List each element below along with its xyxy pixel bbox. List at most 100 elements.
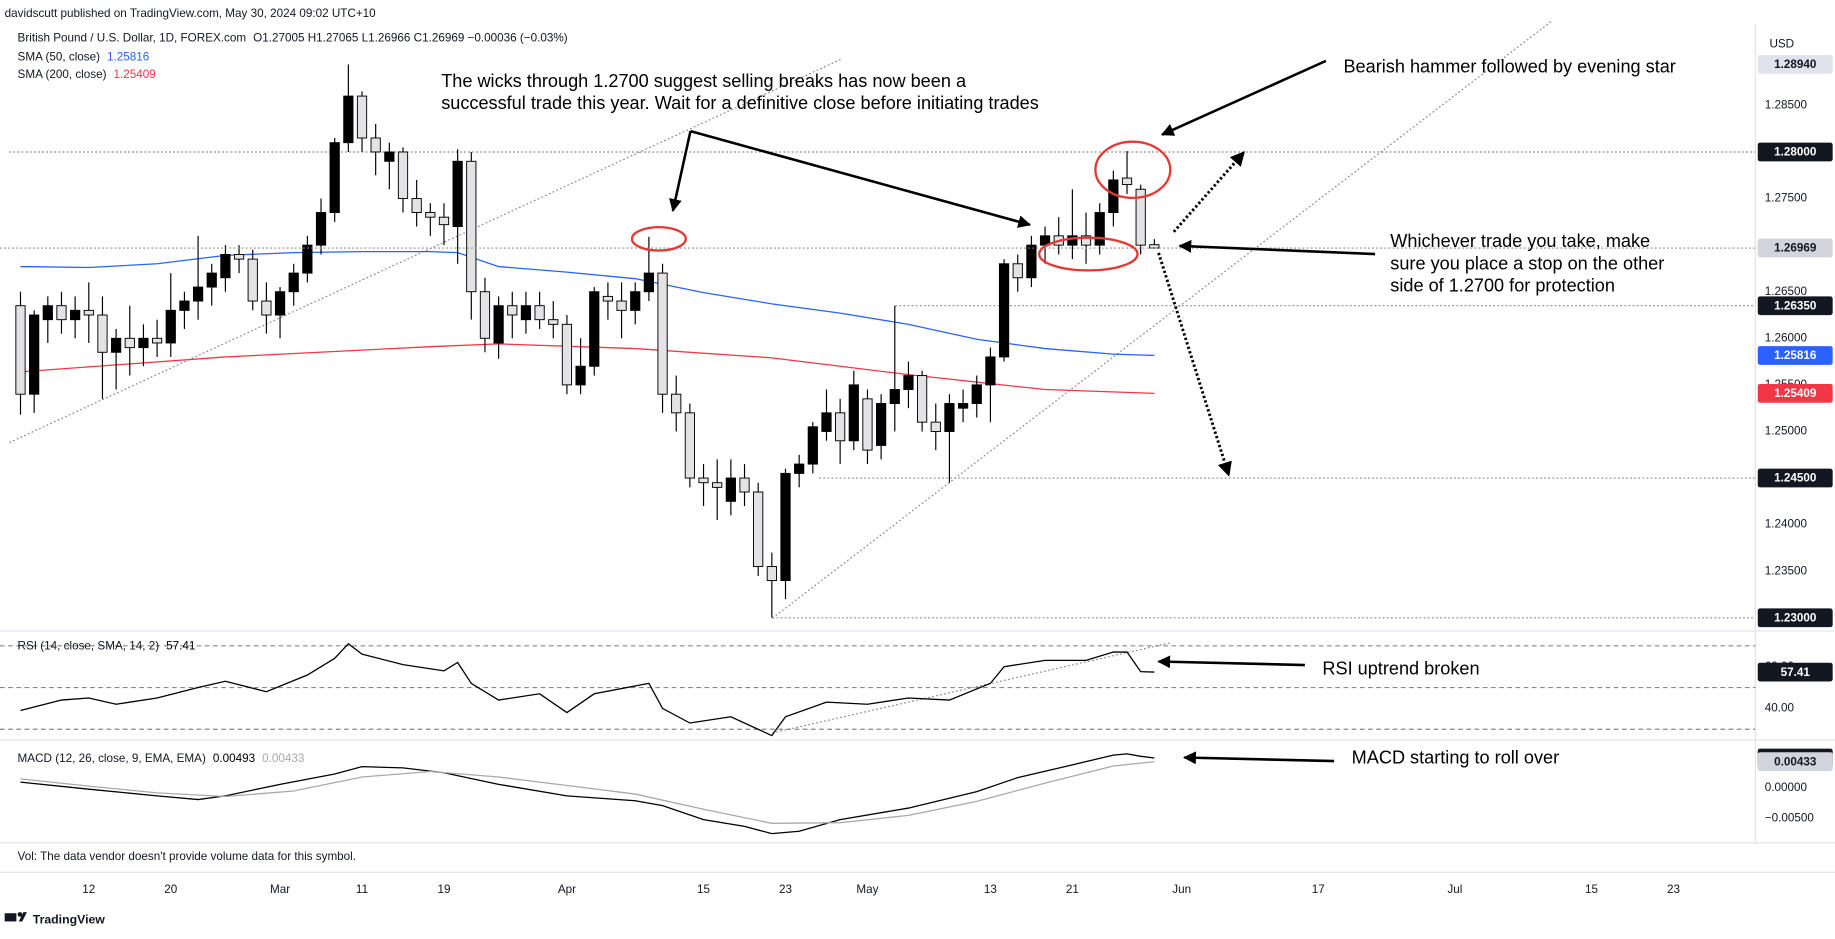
annotation: The wicks through 1.2700 suggest selling… [441, 71, 967, 91]
candle-body [575, 365, 586, 386]
high-label-box [1757, 55, 1833, 74]
candle-body [179, 300, 190, 311]
candle-body [302, 244, 313, 274]
logo-shape [17, 912, 23, 917]
candle-body [971, 384, 982, 404]
y-tick-label: 1.27500 [1765, 192, 1808, 205]
y-tick-label: 1.25000 [1765, 425, 1808, 438]
candle-body [274, 291, 286, 316]
indicator-value-label-box [1757, 752, 1833, 771]
x-tick-label: 15 [1585, 883, 1598, 896]
candle-body [766, 566, 777, 581]
candle-body [916, 375, 928, 423]
indicator-line [20, 760, 1155, 824]
candle-body [247, 258, 258, 302]
rsi-trend-line [772, 642, 1171, 734]
level-label-box [1757, 468, 1833, 488]
sma-value-label-box [1757, 346, 1833, 365]
candle-body [616, 300, 627, 311]
candle-body [438, 216, 450, 226]
indicator-line [20, 753, 1155, 835]
level-label-box [1757, 142, 1833, 162]
y-tick-label: 0.00000 [1765, 781, 1808, 794]
annotation: MACD starting to roll over [1352, 747, 1559, 767]
indicator-value: 0.00433 [262, 752, 304, 765]
candle-body [192, 286, 204, 302]
candle-body [630, 291, 641, 311]
candle-body [684, 412, 695, 479]
x-tick-label: 11 [356, 883, 368, 896]
last-price-label-box [1757, 238, 1833, 258]
candle-body [998, 263, 1010, 358]
candle-body [903, 375, 914, 391]
x-tick-label: Mar [270, 883, 290, 896]
candle-body [479, 291, 491, 339]
sma-value-label: 1.25409 [1774, 387, 1817, 400]
y-tick-label: 1.23500 [1765, 564, 1808, 577]
highlight-ellipse [1094, 140, 1172, 200]
candle-body [1067, 235, 1078, 246]
candle-body [957, 403, 969, 409]
candle-body [1012, 263, 1023, 279]
arrow [1178, 239, 1376, 256]
publisher: davidscutt published on TradingView.com,… [5, 7, 377, 20]
arrow [690, 129, 1032, 228]
dotted-arrow [1172, 151, 1246, 233]
y-tick-label: 1.24000 [1765, 518, 1808, 531]
candle-body [1149, 244, 1160, 249]
legend-value: 1.25409 [114, 68, 156, 81]
y-tick-label: 1.26000 [1765, 331, 1808, 344]
candle-body [411, 198, 422, 214]
candle-body [356, 95, 368, 139]
sma-value-label: 1.25816 [1774, 349, 1817, 362]
x-tick-label: 21 [1066, 883, 1079, 896]
brand-logo [4, 912, 27, 922]
y-tick-label: −0.00500 [1765, 812, 1815, 825]
x-tick-label: 17 [1312, 883, 1325, 896]
candle-body [233, 253, 245, 260]
logo-shape [18, 912, 27, 922]
indicator-value: 57.41 [166, 639, 195, 652]
candle-body [97, 314, 108, 353]
arrow [669, 130, 692, 213]
candle-body [548, 319, 559, 325]
candle-body [288, 272, 299, 293]
candle-body [29, 314, 40, 395]
candle-body [1026, 244, 1037, 279]
highlight-ellipse [1038, 236, 1139, 272]
high-label: 1.28940 [1774, 58, 1817, 71]
candle-body [671, 393, 682, 414]
candle-body [712, 482, 723, 488]
candle-body [206, 272, 217, 288]
indicator-value: 0.00493 [213, 752, 255, 765]
volume-note: Vol: The data vendor doesn't provide vol… [18, 850, 356, 863]
candle-body [520, 305, 532, 321]
candle-body [589, 291, 600, 367]
candle-body [602, 295, 614, 302]
candle-body [985, 356, 996, 386]
candle-body [151, 337, 163, 344]
candle-body [42, 305, 53, 321]
annotation: Bearish hammer followed by evening star [1343, 57, 1675, 77]
dotted-arrow [1157, 252, 1232, 477]
candle-body [315, 212, 327, 246]
symbol-title: British Pound / U.S. Dollar, 1D, FOREX.c… [18, 32, 247, 45]
x-tick-label: 19 [437, 883, 450, 896]
candle-body [1135, 188, 1146, 246]
candle-body [261, 300, 272, 316]
candle-body [944, 403, 955, 432]
candle-body [780, 472, 791, 581]
x-tick-label: May [856, 883, 878, 896]
candle-body [56, 305, 67, 321]
candle-body [876, 403, 887, 446]
candle-body [1080, 235, 1092, 246]
candle-body [821, 412, 832, 432]
candle-body [384, 151, 395, 162]
candle-body [329, 142, 340, 214]
annotation-shapes [630, 59, 1376, 765]
y-tick-label: 1.28500 [1765, 98, 1808, 111]
candle-body [835, 412, 846, 442]
x-tick-label: 15 [697, 883, 710, 896]
axis-unit: USD [1769, 38, 1794, 51]
